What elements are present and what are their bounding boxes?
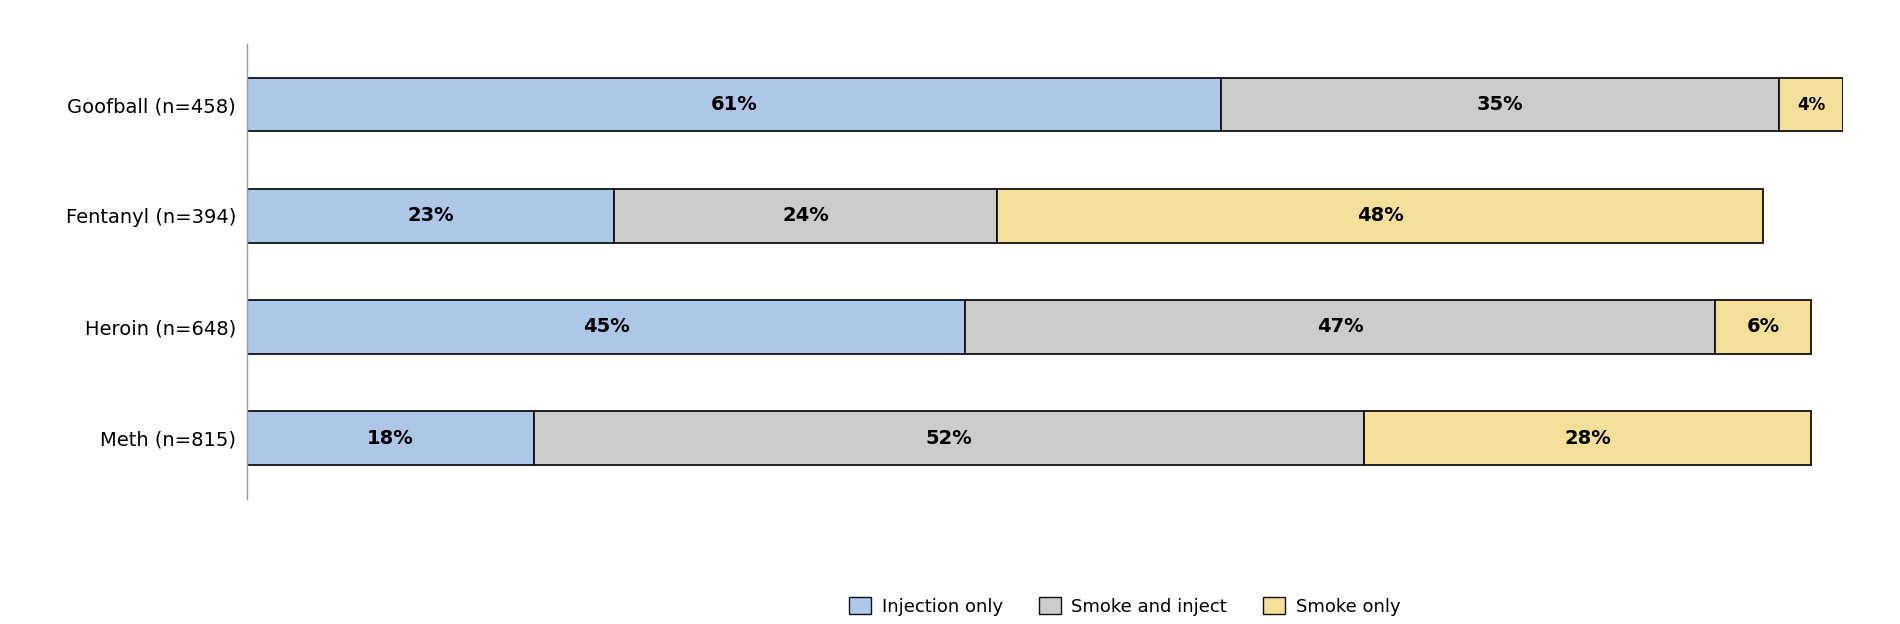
Bar <box>247 300 965 354</box>
Bar <box>247 411 534 465</box>
Legend: Injection only, Smoke and inject, Smoke only: Injection only, Smoke and inject, Smoke … <box>842 590 1408 623</box>
Text: 6%: 6% <box>1746 318 1780 336</box>
Text: 23%: 23% <box>407 207 454 225</box>
Bar <box>998 189 1763 243</box>
Text: 52%: 52% <box>925 429 973 447</box>
Text: 18%: 18% <box>367 429 414 447</box>
Text: 28%: 28% <box>1564 429 1611 447</box>
Text: 61%: 61% <box>711 95 758 114</box>
Text: 45%: 45% <box>583 318 629 336</box>
Bar <box>534 411 1364 465</box>
Bar <box>1220 78 1778 132</box>
Bar <box>1716 300 1811 354</box>
Text: 4%: 4% <box>1797 96 1826 114</box>
Bar <box>247 78 1220 132</box>
Text: 47%: 47% <box>1317 318 1364 336</box>
Bar <box>965 300 1716 354</box>
Bar <box>614 189 998 243</box>
Text: 35%: 35% <box>1476 95 1524 114</box>
Text: 24%: 24% <box>783 207 828 225</box>
Bar <box>1778 78 1843 132</box>
Bar <box>1364 411 1811 465</box>
Bar <box>247 189 614 243</box>
Text: 48%: 48% <box>1357 207 1404 225</box>
